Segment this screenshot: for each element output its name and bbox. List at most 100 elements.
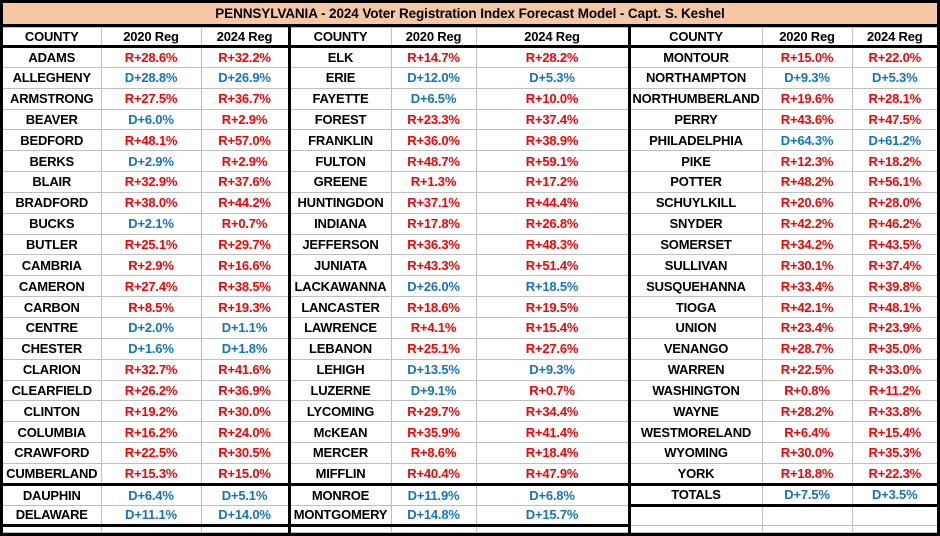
reg-2020-cell: R+15.0%: [761, 46, 853, 68]
county-cell: YORK: [627, 462, 763, 485]
county-cell: LAWRENCE: [287, 316, 392, 339]
reg-2024-cell: R+34.4%: [475, 400, 630, 423]
county-cell: SOMERSET: [627, 233, 763, 256]
reg-2024-cell: D+5.3%: [851, 66, 937, 89]
reg-2020-cell: R+30.1%: [761, 254, 853, 277]
county-cell: ADAMS: [3, 46, 102, 68]
reg-2020-cell: R+18.8%: [761, 462, 853, 485]
county-cell: FRANKLIN: [287, 129, 392, 152]
reg-2020-cell: R+38.0%: [100, 191, 202, 214]
county-cell: BLAIR: [3, 171, 102, 193]
registration-table: COUNTY 2020 Reg 2024 Reg COUNTY 2020 Reg 2024…: [3, 27, 937, 533]
table-row: BRADFORD R+38.0% R+44.2% HUNTINGDON R+37.1% R…: [3, 191, 937, 214]
county-cell: JEFFERSON: [287, 233, 392, 256]
empty-cell: [627, 504, 763, 527]
empty-cell: [200, 525, 290, 533]
county-cell: CLARION: [3, 358, 102, 381]
reg-2020-cell: R+19.2%: [100, 400, 202, 423]
reg-2024-cell: R+56.1%: [851, 171, 937, 193]
empty-cell: [761, 525, 853, 533]
county-cell: CARBON: [3, 296, 102, 318]
county-cell: MONROE: [287, 482, 392, 506]
empty-cell: [627, 525, 763, 533]
reg-2020-cell: D+26.0%: [390, 275, 477, 298]
reg-2020-cell: R+37.1%: [390, 191, 477, 214]
county-cell: BEDFORD: [3, 129, 102, 152]
reg-2024-cell: D+9.3%: [475, 358, 630, 381]
table-row: BEAVER D+6.0% R+2.9% FOREST R+23.3% R+37.4% PE…: [3, 108, 937, 131]
reg-2024-cell: D+1.1%: [200, 316, 290, 339]
column-header-2024: 2024 Reg: [200, 27, 290, 48]
column-header-2020: 2020 Reg: [761, 27, 853, 48]
county-cell: INDIANA: [287, 212, 392, 235]
county-cell: FAYETTE: [287, 87, 392, 110]
reg-2024-cell: R+23.9%: [851, 316, 937, 339]
county-cell: VENANGO: [627, 337, 763, 360]
county-cell: BRADFORD: [3, 191, 102, 214]
reg-2020-cell: R+30.0%: [761, 442, 853, 464]
table-row: ARMSTRONG R+27.5% R+36.7% FAYETTE D+6.5% R+10…: [3, 87, 937, 110]
table-row: ALLEGHENY D+28.8% D+26.9% ERIE D+12.0% D+5.3%…: [3, 66, 937, 89]
county-cell: BEAVER: [3, 108, 102, 131]
column-header-county: COUNTY: [627, 27, 763, 48]
reg-2020-cell: R+36.0%: [390, 129, 477, 152]
reg-2020-cell: R+18.6%: [390, 296, 477, 318]
county-cell: FOREST: [287, 108, 392, 131]
county-cell: SUSQUEHANNA: [627, 275, 763, 298]
reg-2020-cell: D+11.1%: [100, 504, 202, 528]
reg-2024-cell: R+36.7%: [200, 87, 290, 110]
reg-2024-cell: D+5.3%: [475, 66, 630, 89]
empty-cell: [100, 525, 202, 533]
table-row: COLUMBIA R+16.2% R+24.0% McKEAN R+35.9% R+41.…: [3, 421, 937, 444]
county-cell: LANCASTER: [287, 296, 392, 318]
reg-2020-cell: R+34.2%: [761, 233, 853, 256]
spacer-row: [3, 525, 937, 533]
county-cell: MIFFLIN: [287, 462, 392, 485]
county-cell: PIKE: [627, 150, 763, 173]
empty-cell: [851, 525, 937, 533]
county-cell: CAMBRIA: [3, 254, 102, 277]
county-cell: CHESTER: [3, 337, 102, 360]
reg-2020-cell: D+11.9%: [390, 482, 477, 506]
totals-label-cell: TOTALS: [627, 482, 763, 507]
reg-2020-cell: R+28.6%: [100, 46, 202, 68]
reg-2024-cell: R+37.4%: [475, 108, 630, 131]
table-row: CLARION R+32.7% R+41.6% LEHIGH D+13.5% D+9.3%…: [3, 358, 937, 381]
reg-2024-cell: R+41.6%: [200, 358, 290, 381]
reg-2024-cell: R+2.9%: [200, 108, 290, 131]
reg-2020-cell: R+28.2%: [761, 400, 853, 423]
column-header-2020: 2020 Reg: [100, 27, 202, 48]
reg-2024-cell: R+30.5%: [200, 442, 290, 464]
reg-2024-cell: R+57.0%: [200, 129, 290, 152]
reg-2020-cell: R+19.6%: [761, 87, 853, 110]
empty-cell: [761, 504, 853, 527]
county-cell: SCHUYLKILL: [627, 191, 763, 214]
table-row: CAMBRIA R+2.9% R+16.6% JUNIATA R+43.3% R+51.4…: [3, 254, 937, 277]
reg-2020-cell: R+25.1%: [100, 233, 202, 256]
reg-2020-cell: D+2.0%: [100, 316, 202, 339]
reg-2024-cell: R+51.4%: [475, 254, 630, 277]
county-cell: LUZERNE: [287, 379, 392, 402]
reg-2020-cell: D+14.8%: [390, 504, 477, 528]
reg-2020-cell: R+42.2%: [761, 212, 853, 235]
county-cell: COLUMBIA: [3, 421, 102, 444]
reg-2020-cell: R+2.9%: [100, 254, 202, 277]
column-header-2020: 2020 Reg: [390, 27, 477, 48]
reg-2020-cell: R+35.9%: [390, 421, 477, 444]
reg-2020-cell: R+25.1%: [390, 337, 477, 360]
reg-2024-cell: R+18.4%: [475, 442, 630, 464]
reg-2024-cell: R+47.9%: [475, 462, 630, 485]
county-cell: BERKS: [3, 150, 102, 173]
table-row: DAUPHIN D+6.4% D+5.1% MONROE D+11.9% D+6.8% TO…: [3, 482, 937, 507]
table-row: BUTLER R+25.1% R+29.7% JEFFERSON R+36.3% R+48…: [3, 233, 937, 256]
reg-2024-cell: R+48.3%: [475, 233, 630, 256]
reg-2024-cell: R+28.0%: [851, 191, 937, 214]
reg-2024-cell: R+2.9%: [200, 150, 290, 173]
reg-2020-cell: R+8.6%: [390, 442, 477, 464]
reg-2020-cell: R+48.7%: [390, 150, 477, 173]
reg-2020-cell: D+1.6%: [100, 337, 202, 360]
empty-cell: [3, 525, 102, 533]
table-row: CAMERON R+27.4% R+38.5% LACKAWANNA D+26.0% R+…: [3, 275, 937, 298]
reg-2024-cell: R+19.3%: [200, 296, 290, 318]
